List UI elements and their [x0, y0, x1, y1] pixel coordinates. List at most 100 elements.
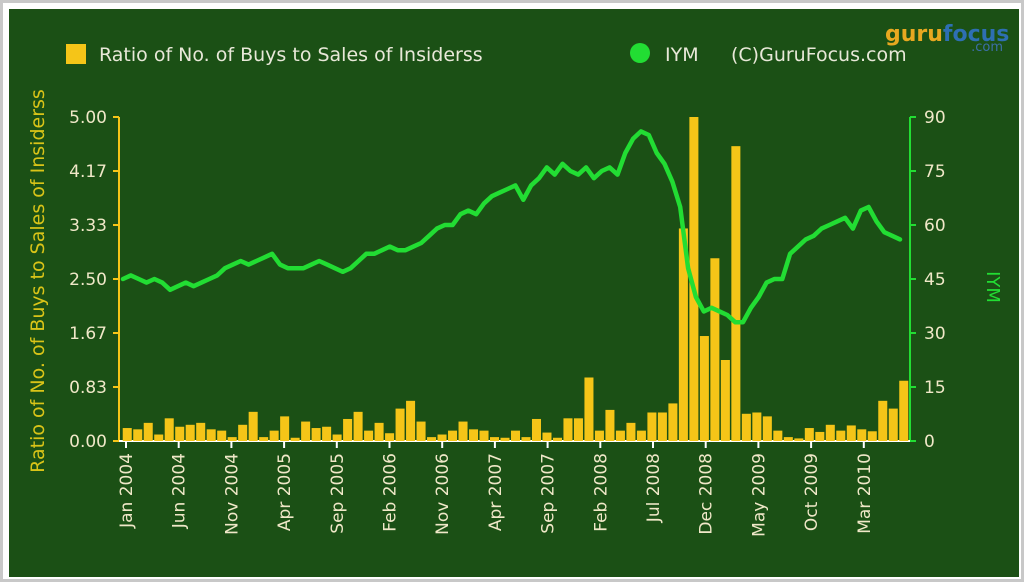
insider-ratio-bar	[584, 377, 594, 441]
insider-ratio-bar	[720, 360, 730, 441]
insider-ratio-bar	[301, 421, 311, 441]
insider-ratio-bar	[311, 428, 321, 441]
y-right-ticks: 0 15 30 45 60 75 90	[910, 108, 946, 452]
insider-ratio-bar	[500, 437, 510, 441]
insider-ratio-bar	[836, 430, 846, 441]
insider-ratio-bar	[678, 228, 688, 441]
insider-ratio-bar	[416, 421, 426, 441]
y-left-axis-title: Ratio of No. of Buys to Sales of Insider…	[27, 89, 49, 473]
insider-ratio-bar	[615, 430, 625, 441]
x-tick-label: Feb 2006	[381, 453, 401, 532]
x-tick-label: Dec 2008	[697, 453, 717, 535]
insider-ratio-bar	[531, 418, 541, 441]
insider-ratio-bar	[542, 432, 552, 441]
insider-ratio-bar	[867, 431, 877, 441]
watermark-text: gurufocus	[885, 22, 1009, 47]
x-tick-label: Apr 2007	[486, 453, 506, 531]
insider-ratio-bar	[343, 418, 353, 441]
legend: Ratio of No. of Buys to Sales of Insider…	[66, 43, 907, 66]
y-left-ticks: 0.00 0.83 1.67 2.50 3.33 4.17 5.00	[69, 108, 119, 452]
chart-panel: gurufocus .com Ratio of No. of Buys to S…	[9, 9, 1019, 577]
insider-ratio-bar	[259, 437, 269, 441]
insider-ratio-bar	[626, 422, 636, 441]
x-tick-label: Sep 2005	[328, 453, 348, 534]
insider-ratio-bar	[164, 418, 174, 441]
x-tick-label: Jul 2008	[644, 453, 664, 523]
insider-ratio-bar	[552, 437, 562, 441]
insider-ratio-bar	[437, 434, 447, 441]
insider-ratio-bar	[794, 438, 804, 441]
insider-ratio-bar	[479, 430, 489, 441]
insider-ratio-bar	[888, 408, 898, 441]
insider-ratio-bar	[185, 424, 195, 441]
insider-ratio-bar	[448, 430, 458, 441]
insider-ratio-bar	[647, 412, 657, 441]
insider-ratio-bar	[573, 418, 583, 441]
insider-ratio-bar	[458, 421, 468, 441]
x-tick-label: Oct 2009	[802, 453, 822, 531]
insider-ratio-bar	[217, 430, 227, 441]
x-tick-label: Nov 2006	[433, 453, 453, 535]
chart-svg: gurufocus .com Ratio of No. of Buys to S…	[27, 22, 1009, 537]
insider-ratio-bar	[196, 422, 206, 441]
insider-ratio-bar	[206, 429, 216, 441]
watermark: gurufocus .com	[885, 22, 1009, 55]
y-right-axis-title: IYM	[982, 271, 1003, 303]
legend-label-iym: IYM	[665, 44, 699, 66]
insider-ratio-bar	[280, 416, 290, 441]
bar-series	[122, 117, 909, 441]
x-tick-label: Mar 2010	[855, 453, 875, 534]
insider-ratio-bar	[668, 403, 678, 441]
y-right-tick-label: 0	[924, 432, 935, 452]
insider-ratio-bar	[521, 437, 531, 441]
y-left-tick-label: 1.67	[69, 324, 107, 344]
y-right-tick-label: 90	[924, 108, 946, 128]
insider-ratio-bar	[762, 416, 772, 441]
insider-ratio-bar	[773, 430, 783, 441]
insider-ratio-bar	[815, 431, 825, 441]
insider-ratio-bar	[364, 430, 374, 441]
insider-ratio-bar	[563, 418, 573, 441]
insider-ratio-bar	[594, 430, 604, 441]
insider-ratio-bar	[322, 426, 332, 441]
insider-ratio-bar	[490, 437, 500, 441]
y-right-tick-label: 15	[924, 378, 946, 398]
insider-ratio-bar	[133, 429, 143, 441]
insider-ratio-bar	[332, 434, 342, 441]
insider-ratio-bar	[385, 433, 395, 441]
insider-ratio-bar	[752, 412, 762, 441]
insider-ratio-bar	[857, 429, 867, 441]
insider-ratio-bar	[238, 424, 248, 441]
line-series	[120, 129, 903, 325]
y-left-tick-label: 5.00	[69, 108, 107, 128]
insider-ratio-bar	[353, 411, 363, 441]
y-right-tick-label: 45	[924, 270, 946, 290]
insider-ratio-bar	[878, 400, 888, 441]
insider-ratio-bar	[846, 425, 856, 441]
y-left-tick-label: 0.00	[69, 432, 107, 452]
insider-ratio-bar	[395, 408, 405, 441]
insider-ratio-bar	[636, 430, 646, 441]
insider-ratio-bar	[427, 437, 437, 441]
x-tick-label: Jun 2004	[170, 453, 190, 529]
insider-ratio-bar	[269, 430, 279, 441]
legend-marker-iym	[630, 43, 650, 63]
insider-ratio-bar	[374, 422, 384, 441]
insider-ratio-bar	[699, 336, 709, 441]
y-left-tick-label: 4.17	[69, 162, 107, 182]
x-tick-label: Nov 2004	[222, 453, 242, 535]
x-tick-label: May 2009	[749, 453, 769, 537]
insider-ratio-bar	[710, 258, 720, 441]
x-tick-label: Sep 2007	[539, 453, 559, 534]
legend-swatch-insider-ratio	[66, 44, 86, 64]
y-left-tick-label: 0.83	[69, 378, 107, 398]
insider-ratio-bar	[783, 437, 793, 441]
x-tick-label: Apr 2005	[275, 453, 295, 531]
insider-ratio-bar	[605, 409, 615, 441]
y-right-tick-label: 60	[924, 216, 946, 236]
insider-ratio-bar	[825, 424, 835, 441]
insider-ratio-bar	[510, 430, 521, 441]
insider-ratio-bar	[657, 412, 667, 441]
y-left-tick-label: 2.50	[69, 270, 107, 290]
watermark-suffix: .com	[971, 40, 1003, 55]
